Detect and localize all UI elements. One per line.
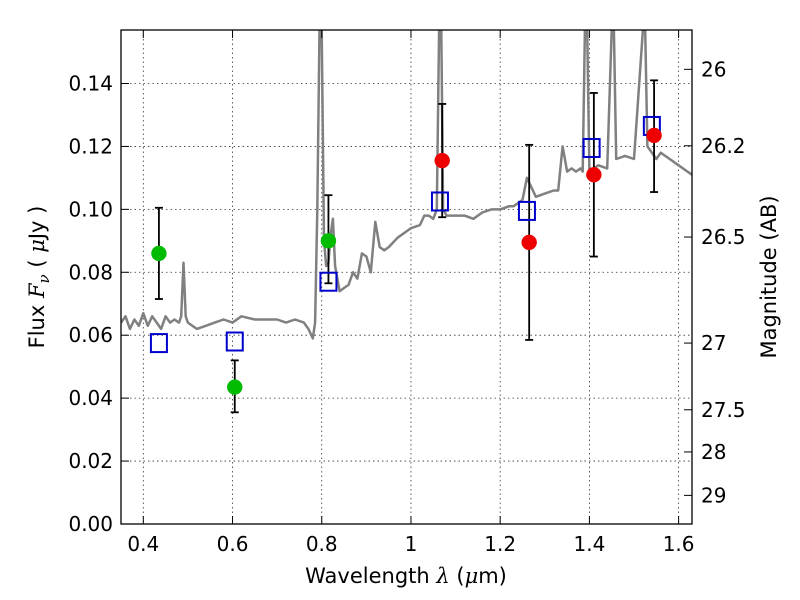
right-tick-label: 26	[701, 57, 726, 81]
y-tick-label: 0.00	[68, 512, 113, 536]
axis-ticks: 0.4 0.6 0.8 1 1.2 1.4 1.6 0.00 0.02 0.04 0.06 0.08 0…	[68, 30, 746, 556]
right-tick-label: 26.2	[701, 134, 746, 158]
right-axis-label: Magnitude (AB)	[757, 195, 781, 358]
y-axis-label: Flux Fν ( μJy )	[25, 206, 53, 349]
right-tick-label: 27	[701, 331, 726, 355]
photometry-markers	[149, 79, 662, 414]
model-square-point	[517, 200, 536, 221]
grid	[121, 30, 692, 524]
x-tick-label: 0.8	[306, 532, 338, 556]
x-tick-label: 1.4	[573, 532, 605, 556]
y-tick-label: 0.06	[68, 323, 113, 347]
model-square-point	[319, 271, 338, 292]
y-tick-label: 0.08	[68, 260, 113, 284]
green-data-point	[227, 379, 243, 395]
y-tick-label: 0.04	[68, 386, 113, 410]
right-tick-label: 28	[701, 440, 726, 464]
x-tick-label: 1.2	[484, 532, 516, 556]
green-data-point	[320, 233, 337, 249]
model-square-point	[225, 331, 244, 352]
spectrum	[121, 30, 692, 340]
model-square-point	[149, 333, 168, 354]
green-data-point	[151, 245, 167, 262]
y-tick-label: 0.10	[68, 197, 113, 221]
y-tick-label: 0.02	[68, 449, 113, 473]
red-data-point	[521, 234, 537, 251]
x-axis-label: Wavelength λ (μm)	[305, 564, 507, 588]
x-tick-label: 0.6	[217, 532, 249, 556]
right-tick-label: 29	[701, 483, 726, 507]
model-square-point	[430, 191, 449, 212]
x-tick-label: 1.6	[663, 532, 695, 556]
y-tick-label: 0.14	[68, 71, 113, 95]
model-square-point	[582, 137, 601, 158]
red-data-point	[434, 152, 450, 169]
red-data-point	[586, 166, 602, 183]
right-tick-label: 26.5	[701, 225, 746, 249]
x-tick-label: 1	[405, 532, 418, 556]
plot-frame	[120, 29, 693, 525]
right-tick-label: 27.5	[701, 398, 746, 422]
y-tick-label: 0.12	[68, 134, 113, 158]
x-tick-label: 0.4	[127, 532, 159, 556]
red-data-point	[646, 127, 662, 144]
spectrum-line	[121, 30, 692, 340]
